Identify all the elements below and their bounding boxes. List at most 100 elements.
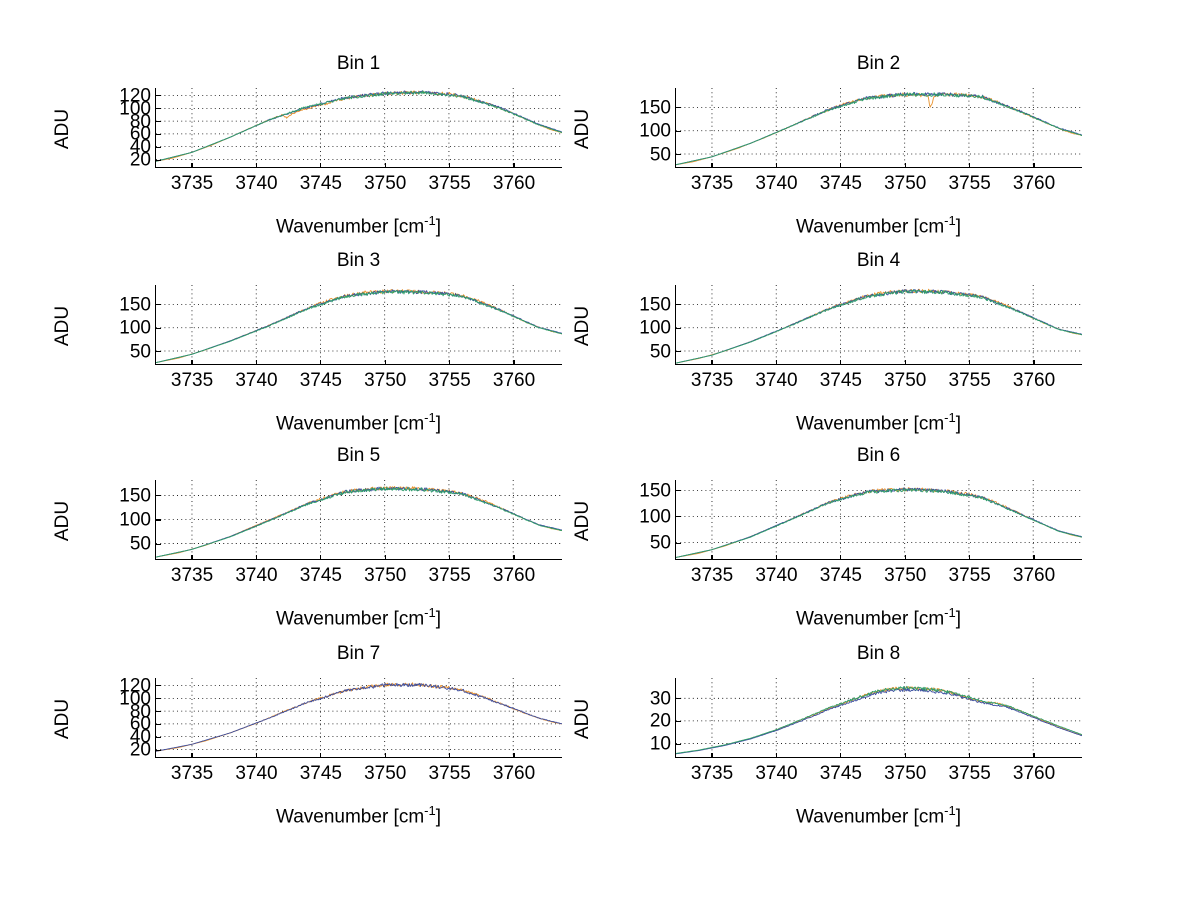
x-tick-mark <box>513 753 515 758</box>
y-tick-mark <box>156 133 161 136</box>
x-tick-mark <box>969 753 971 758</box>
x-axis-label: Wavenumber [cm-1] <box>675 213 1082 238</box>
plot-panel: Bin 2 50 100 150 3735 3740 3745 3750 3755 3760 ADU… <box>555 53 1122 273</box>
x-tick-mark <box>320 163 322 168</box>
panel-title: Bin 7 <box>336 643 381 664</box>
x-tick-mark <box>1033 555 1035 560</box>
panel-title: Bin 1 <box>336 53 381 74</box>
x-tick-label: 3740 <box>235 173 278 194</box>
y-tick-label: 40 <box>129 136 151 158</box>
y-tick-label: 120 <box>119 675 151 697</box>
y-tick-label: 60 <box>129 123 151 145</box>
x-tick-mark <box>711 163 713 168</box>
x-tick-label: 3750 <box>884 763 927 784</box>
x-axis-label-text: Wavenumber [cm <box>275 608 425 630</box>
x-axis-label-exponent: -1 <box>944 605 956 620</box>
x-tick-label: 3750 <box>884 370 927 391</box>
x-tick-mark <box>904 753 906 758</box>
x-axis-label-bracket: ] <box>435 216 441 238</box>
plot-axes: 50 100 150 3735 3740 3745 3750 3755 3760 <box>119 480 562 586</box>
x-tick-label: 3745 <box>819 763 862 784</box>
x-axis-label: Wavenumber [cm-1] <box>675 605 1082 630</box>
plot-axes: 20 40 60 80 100 120 3735 3740 3745 3750 3755 3760 <box>119 86 562 194</box>
x-tick-label: 3755 <box>428 565 471 586</box>
x-tick-label: 3750 <box>364 763 407 784</box>
x-tick-label: 3760 <box>1012 173 1056 194</box>
x-tick-label: 3740 <box>235 763 278 784</box>
y-tick-mark <box>676 130 681 132</box>
x-tick-mark <box>1033 753 1035 758</box>
x-tick-label: 3760 <box>1012 763 1056 784</box>
x-axis-label: Wavenumber [cm-1] <box>675 803 1082 828</box>
x-tick-mark <box>255 163 258 168</box>
y-tick-label: 100 <box>639 120 671 142</box>
y-tick-mark <box>156 698 161 700</box>
x-tick-label: 3750 <box>364 565 407 586</box>
x-tick-label: 3755 <box>428 370 471 391</box>
y-tick-label: 100 <box>119 688 151 710</box>
x-tick-label: 3750 <box>364 370 407 391</box>
x-axis-label-bracket: ] <box>955 608 961 630</box>
plot-axes: 50 100 150 3735 3740 3745 3750 3755 3760 <box>639 285 1082 391</box>
y-tick-label: 50 <box>649 532 671 554</box>
y-axis-label: ADU <box>52 500 73 542</box>
plot-panel: Bin 7 20 40 60 80 100 120 3735 3740 3745 3750 3755 3… <box>35 643 602 863</box>
x-tick-label: 3755 <box>428 763 471 784</box>
x-tick-mark <box>904 555 906 560</box>
x-tick-mark <box>711 555 713 560</box>
x-axis-label: Wavenumber [cm-1] <box>155 213 562 238</box>
x-tick-label: 3745 <box>299 565 342 586</box>
x-tick-label: 3735 <box>690 370 734 391</box>
x-tick-label: 3760 <box>492 763 536 784</box>
y-tick-label: 60 <box>129 713 151 735</box>
x-tick-label: 3735 <box>690 763 734 784</box>
x-axis-label-exponent: -1 <box>944 410 956 425</box>
x-axis-label-text: Wavenumber [cm <box>795 806 945 828</box>
y-tick-mark <box>676 720 681 723</box>
y-tick-mark <box>156 327 161 329</box>
y-tick-mark <box>676 351 681 353</box>
y-tick-mark <box>676 697 681 700</box>
x-axis-label-text: Wavenumber [cm <box>795 216 945 238</box>
x-tick-mark <box>384 163 386 168</box>
panel-title: Bin 3 <box>336 250 381 271</box>
x-tick-mark <box>449 555 451 560</box>
plot-panel: Bin 4 50 100 150 3735 3740 3745 3750 3755 3760 ADU… <box>555 250 1122 470</box>
x-axis-label-bracket: ] <box>435 608 441 630</box>
plot-panel: Bin 1 20 40 60 80 100 120 3735 3740 3745 3750 3755 3… <box>35 53 602 273</box>
x-tick-mark <box>711 753 713 758</box>
y-tick-label: 150 <box>639 97 671 119</box>
x-tick-label: 3735 <box>170 173 214 194</box>
x-tick-mark <box>904 360 906 365</box>
x-tick-mark <box>449 753 451 758</box>
x-tick-mark <box>255 360 258 365</box>
x-tick-mark <box>513 163 515 168</box>
y-tick-mark <box>156 749 161 751</box>
plot-axes: 50 100 150 3735 3740 3745 3750 3755 3760 <box>119 285 562 391</box>
y-tick-label: 120 <box>119 85 151 107</box>
y-tick-label: 20 <box>649 710 671 732</box>
y-tick-mark <box>676 327 681 329</box>
x-axis-label: Wavenumber [cm-1] <box>675 410 1082 435</box>
x-axis-label-text: Wavenumber [cm <box>795 413 945 435</box>
x-tick-label: 3740 <box>755 763 798 784</box>
x-tick-mark <box>775 163 778 168</box>
x-axis-label: Wavenumber [cm-1] <box>155 605 562 630</box>
y-axis-label: ADU <box>572 698 593 740</box>
x-tick-label: 3740 <box>235 370 278 391</box>
plot-axes: 10 20 30 3735 3740 3745 3750 3755 3760 <box>650 678 1082 784</box>
x-tick-mark <box>1033 163 1035 168</box>
x-tick-label: 3750 <box>364 173 407 194</box>
panel-title: Bin 5 <box>336 445 381 466</box>
x-tick-label: 3745 <box>299 763 342 784</box>
x-tick-mark <box>711 360 713 365</box>
x-axis-label-exponent: -1 <box>424 213 436 228</box>
x-tick-mark <box>775 555 778 560</box>
y-tick-mark <box>156 351 161 353</box>
x-tick-mark <box>513 360 515 365</box>
x-axis-label-exponent: -1 <box>944 213 956 228</box>
x-tick-label: 3740 <box>755 370 798 391</box>
y-tick-label: 50 <box>649 144 671 166</box>
x-axis-label-bracket: ] <box>955 216 961 238</box>
y-tick-mark <box>156 304 161 306</box>
